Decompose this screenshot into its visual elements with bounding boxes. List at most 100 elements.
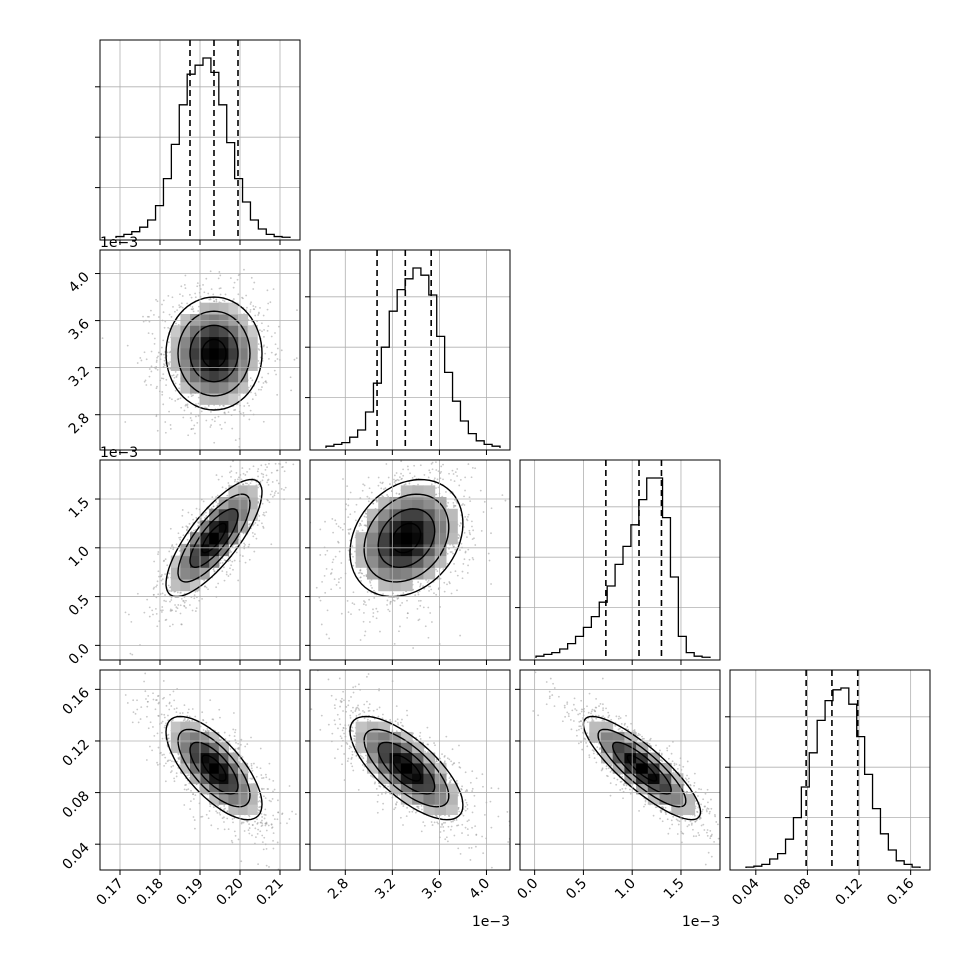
scatter-point bbox=[190, 417, 192, 419]
scatter-point bbox=[169, 625, 171, 627]
scatter-point bbox=[402, 468, 404, 470]
scatter-point bbox=[436, 570, 438, 572]
scatter-point bbox=[170, 705, 172, 707]
scatter-point bbox=[130, 653, 132, 655]
scatter-point bbox=[290, 376, 292, 378]
scatter-point bbox=[389, 603, 391, 605]
scatter-point bbox=[215, 496, 217, 498]
scatter-point bbox=[186, 303, 188, 305]
scatter-point bbox=[347, 600, 349, 602]
scatter-point bbox=[169, 601, 171, 603]
scatter-point bbox=[254, 522, 256, 524]
scatter-point bbox=[352, 602, 354, 604]
scatter-point bbox=[267, 303, 269, 305]
scatter-point bbox=[157, 580, 159, 582]
scatter-point bbox=[158, 316, 160, 318]
scatter-point bbox=[149, 606, 151, 608]
scatter-point bbox=[267, 373, 269, 375]
scatter-point bbox=[236, 472, 238, 474]
scatter-point bbox=[445, 491, 447, 493]
scatter-point bbox=[178, 387, 180, 389]
scatter-point bbox=[194, 293, 196, 295]
scatter-point bbox=[394, 475, 396, 477]
scatter-point bbox=[132, 722, 134, 724]
scatter-point bbox=[319, 529, 321, 531]
scatter-point bbox=[174, 780, 176, 782]
scatter-point bbox=[191, 308, 193, 310]
scatter-point bbox=[210, 411, 212, 413]
scatter-point bbox=[153, 561, 155, 563]
scatter-point bbox=[151, 749, 153, 751]
scatter-point bbox=[266, 865, 268, 867]
scatter-point bbox=[130, 621, 132, 623]
scatter-point bbox=[444, 446, 446, 448]
scatter-point bbox=[292, 463, 294, 465]
scatter-point bbox=[272, 496, 274, 498]
scatter-point bbox=[219, 814, 221, 816]
scatter-point bbox=[180, 407, 182, 409]
scatter-point bbox=[446, 583, 448, 585]
scatter-point bbox=[464, 490, 466, 492]
scatter-point bbox=[326, 634, 328, 636]
scatter-point bbox=[371, 587, 373, 589]
scatter-point bbox=[208, 299, 210, 301]
density-cell bbox=[180, 567, 190, 579]
scatter-point bbox=[481, 530, 483, 532]
scatter-point bbox=[283, 489, 285, 491]
scatter-point bbox=[250, 392, 252, 394]
density-cell bbox=[423, 556, 435, 568]
scatter-point bbox=[431, 621, 433, 623]
scatter-point bbox=[351, 553, 353, 555]
scatter-point bbox=[146, 358, 148, 360]
scatter-point bbox=[234, 282, 236, 284]
scatter-point bbox=[223, 566, 225, 568]
scatter-point bbox=[332, 561, 334, 563]
scatter-point bbox=[480, 490, 482, 492]
scatter-point bbox=[244, 474, 246, 476]
scatter-point bbox=[418, 594, 420, 596]
scatter-point bbox=[385, 463, 387, 465]
scatter-point bbox=[250, 482, 252, 484]
scatter-point bbox=[231, 428, 233, 430]
scatter-point bbox=[360, 580, 362, 582]
scatter-point bbox=[382, 593, 384, 595]
scatter-point bbox=[347, 505, 349, 507]
scatter-point bbox=[228, 411, 230, 413]
density-cell bbox=[228, 370, 238, 382]
scatter-point bbox=[195, 296, 197, 298]
scatter-point bbox=[269, 501, 271, 503]
scatter-point bbox=[258, 456, 260, 458]
density-cell bbox=[248, 485, 258, 497]
scatter-point bbox=[152, 614, 154, 616]
scatter-point bbox=[347, 529, 349, 531]
scatter-point bbox=[340, 562, 342, 564]
scatter-point bbox=[264, 515, 266, 517]
scatter-point bbox=[157, 551, 159, 553]
scatter-point bbox=[213, 506, 215, 508]
scatter-point bbox=[243, 473, 245, 475]
scatter-point bbox=[505, 500, 507, 502]
scatter-point bbox=[456, 468, 458, 470]
scatter-point bbox=[213, 300, 215, 302]
scatter-point bbox=[161, 606, 163, 608]
density-cell bbox=[238, 348, 248, 360]
scatter-point bbox=[402, 475, 404, 477]
scatter-point bbox=[375, 608, 377, 610]
scatter-point bbox=[267, 330, 269, 332]
scatter-point bbox=[458, 485, 460, 487]
scatter-point bbox=[149, 321, 151, 323]
scatter-point bbox=[378, 477, 380, 479]
scatter-point bbox=[274, 332, 276, 334]
scatter-point bbox=[194, 591, 196, 593]
scatter-point bbox=[148, 727, 150, 729]
density-cell bbox=[200, 544, 210, 556]
scatter-point bbox=[169, 590, 171, 592]
scatter-point bbox=[242, 483, 244, 485]
scatter-point bbox=[156, 387, 158, 389]
scatter-point bbox=[472, 559, 474, 561]
scatter-point bbox=[490, 583, 492, 585]
scatter-point bbox=[162, 339, 164, 341]
scatter-point bbox=[219, 405, 221, 407]
scatter-point bbox=[393, 479, 395, 481]
scatter-point bbox=[420, 600, 422, 602]
